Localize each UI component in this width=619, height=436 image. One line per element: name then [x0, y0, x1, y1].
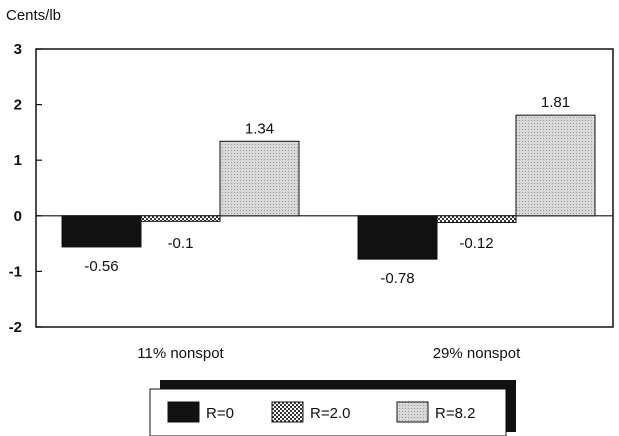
data-label: -0.12 — [459, 235, 493, 252]
y-tick-label: 2 — [14, 97, 22, 114]
y-tick-label: 3 — [14, 41, 22, 58]
legend-swatch — [396, 401, 429, 423]
data-label: 1.81 — [541, 94, 570, 111]
legend-box — [149, 388, 507, 436]
data-label: -0.56 — [84, 258, 118, 275]
x-category-label: 29% nonspot — [433, 345, 521, 362]
data-label: -0.78 — [380, 270, 414, 287]
legend-label: R=8.2 — [435, 405, 475, 422]
bar-r-0-1 — [61, 215, 142, 248]
legend-label: R=2.0 — [310, 405, 350, 422]
legend: R=0 R=2.0 R=8.2 — [149, 380, 516, 436]
bar-r-2-0-1 — [140, 215, 221, 222]
data-label: 1.34 — [245, 120, 274, 137]
data-label: -0.1 — [168, 235, 194, 252]
bar-r-8-2-2 — [515, 114, 596, 217]
x-category-label: 11% nonspot — [137, 345, 224, 362]
legend-label: R=0 — [206, 405, 234, 422]
legend-swatch — [167, 401, 200, 423]
legend-swatch — [271, 401, 304, 423]
bar-r-2-0-2 — [436, 215, 517, 223]
y-tick-label: -1 — [9, 263, 22, 280]
y-tick-label: 0 — [14, 208, 22, 225]
bar-r-0-2 — [357, 215, 438, 260]
y-axis-label: Cents/lb — [6, 7, 61, 24]
y-tick-label: -2 — [9, 319, 22, 336]
plot-area: 3 2 1 0 -1 -2 -0.56 -0.78 -0.1 -0.12 1.34 1.81 11% n… — [9, 41, 614, 362]
plot-frame — [35, 48, 614, 328]
bar-r-8-2-1 — [219, 140, 300, 217]
y-tick-label: 1 — [14, 152, 22, 169]
